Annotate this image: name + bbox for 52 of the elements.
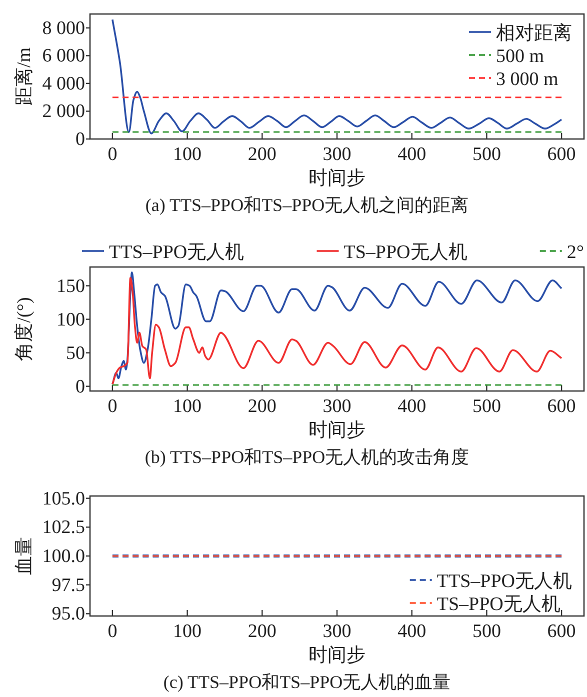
y-tick-label: 105.0 xyxy=(42,488,85,510)
legend-label: TTS–PPO无人机 xyxy=(109,242,244,263)
x-tick-label: 200 xyxy=(248,396,276,417)
y-tick-label: 0 xyxy=(76,376,85,398)
y-axis-title: 角度/(°) xyxy=(13,297,35,361)
y-tick-label: 8 000 xyxy=(42,18,85,39)
x-tick-label: 400 xyxy=(398,396,426,417)
x-tick-label: 400 xyxy=(398,621,426,642)
x-tick-label: 600 xyxy=(547,144,576,165)
x-axis-title: 时间步 xyxy=(308,645,366,666)
y-tick-label: 102.5 xyxy=(42,517,85,538)
legend-label: 相对距离 xyxy=(496,22,572,44)
x-tick-label: 0 xyxy=(108,621,118,642)
x-tick-label: 400 xyxy=(398,144,426,165)
y-tick-label: 6 000 xyxy=(42,46,85,67)
legend-label: 2° xyxy=(566,242,584,263)
legend-label: TS–PPO无人机 xyxy=(344,242,468,263)
text: (c) TTS–PPO和TS–PPO无人机的血量 xyxy=(163,672,451,692)
x-tick-label: 500 xyxy=(472,396,501,417)
x-tick-label: 300 xyxy=(322,621,352,642)
x-tick-label: 0 xyxy=(108,396,118,417)
x-tick-label: 600 xyxy=(547,621,576,642)
x-tick-label: 300 xyxy=(322,396,352,417)
x-tick-label: 600 xyxy=(547,396,576,417)
text: (a) TTS–PPO和TS–PPO无人机之间的距离 xyxy=(145,195,469,215)
x-tick-label: 0 xyxy=(108,144,118,165)
x-tick-label: 500 xyxy=(472,144,501,165)
y-tick-label: 100 xyxy=(56,309,85,330)
x-tick-label: 200 xyxy=(248,144,276,165)
y-tick-label: 100.0 xyxy=(42,546,85,567)
legend-label: TTS–PPO无人机 xyxy=(436,571,572,592)
x-tick-label: 300 xyxy=(322,144,352,165)
x-axis-title: 时间步 xyxy=(308,168,366,189)
y-tick-label: 50 xyxy=(66,342,85,364)
x-tick-label: 500 xyxy=(472,621,501,642)
y-tick-label: 0 xyxy=(76,129,85,150)
y-tick-label: 95.0 xyxy=(52,604,85,625)
x-tick-label: 200 xyxy=(248,621,276,642)
text: (b) TTS–PPO和TS–PPO无人机的攻击角度 xyxy=(144,447,470,467)
y-axis-title: 血量 xyxy=(14,537,35,575)
x-tick-label: 100 xyxy=(173,144,202,165)
legend-label: 500 m xyxy=(496,46,544,67)
y-axis-title: 距离/m xyxy=(13,47,35,106)
legend-label: 3 000 m xyxy=(496,69,558,90)
legend-label: TS–PPO无人机 xyxy=(436,594,560,615)
y-tick-label: 150 xyxy=(56,276,85,297)
y-tick-label: 2 000 xyxy=(42,101,85,122)
y-tick-label: 4 000 xyxy=(42,73,85,94)
x-axis-title: 时间步 xyxy=(308,420,366,441)
x-tick-label: 100 xyxy=(173,396,202,417)
x-tick-label: 100 xyxy=(173,621,202,642)
y-tick-label: 97.5 xyxy=(52,574,85,596)
